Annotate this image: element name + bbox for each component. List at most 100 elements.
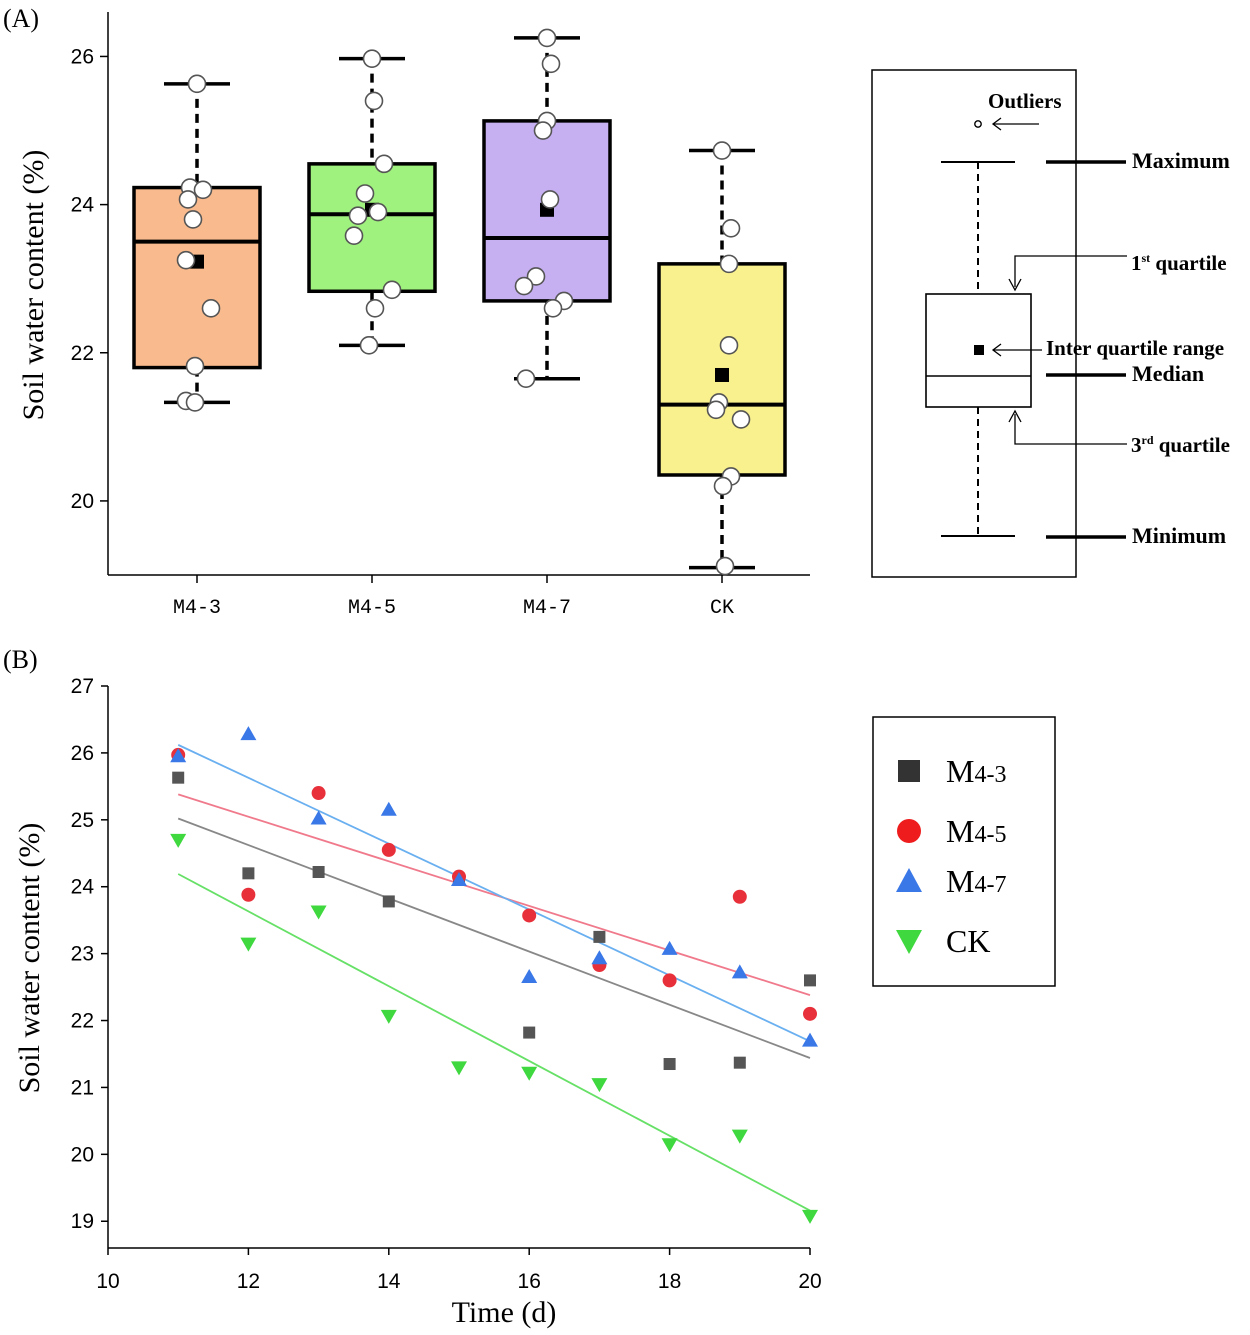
data-point <box>526 267 546 286</box>
legend-marker <box>897 819 921 843</box>
box-plot: 20 22 24 26 M4-3 M4-5 M4-7 CK Soil water conte… <box>17 12 810 620</box>
data-point <box>368 202 388 222</box>
legend-name: M <box>946 863 974 899</box>
box-M4-3 <box>132 74 262 412</box>
panel-a-label: (A) <box>3 4 39 33</box>
data-point <box>355 184 375 203</box>
data-point <box>359 336 379 355</box>
outlier-arrowhead <box>991 117 1002 131</box>
scatter-x-tick-label: 12 <box>237 1270 260 1293</box>
data-point <box>362 49 382 68</box>
iqr-box <box>307 162 437 294</box>
data-point <box>187 74 207 94</box>
minimum-label: Minimum <box>1132 523 1226 548</box>
scatter-y-tick-label: 23 <box>71 943 94 966</box>
data-point <box>715 556 735 576</box>
point-M4-7 <box>451 872 467 887</box>
legend-name: M <box>946 813 974 849</box>
point-M4-3 <box>593 930 606 943</box>
first-quartile-label: 1st quartile <box>1131 251 1227 275</box>
box-y-tick-label: 22 <box>71 342 94 365</box>
scatter-y-tick-label: 20 <box>71 1143 94 1166</box>
scatter-x-tick-label: 16 <box>518 1270 541 1293</box>
box-y-axis-label: Soil water content (%) <box>17 150 50 421</box>
box-x-tick-label: M4-7 <box>523 597 571 620</box>
third-quartile-label: 3rd quartile <box>1131 433 1230 457</box>
point-CK <box>802 1209 818 1224</box>
point-CK <box>591 1078 608 1093</box>
scatter-y-tick-label: 21 <box>71 1076 94 1099</box>
scatter-y-tick-label: 25 <box>71 809 94 832</box>
box-CK <box>657 141 787 576</box>
data-point <box>731 410 751 429</box>
point-M4-3 <box>312 865 325 878</box>
scatter-y-tick-label: 19 <box>71 1210 94 1233</box>
legend-label: M4-5 <box>946 813 1006 849</box>
point-M4-3 <box>523 1026 536 1039</box>
legend-subscript: 4-5 <box>974 822 1006 848</box>
box-M4-5 <box>307 49 437 355</box>
point-M4-5 <box>522 908 537 923</box>
point-M4-5 <box>732 889 747 904</box>
point-CK <box>310 905 327 920</box>
first-quartile-arrow <box>1014 255 1127 287</box>
legend-subscript: 4-3 <box>974 762 1006 788</box>
point-M4-3 <box>382 895 395 908</box>
point-M4-7 <box>170 748 187 763</box>
box-y-tick-label: 24 <box>71 194 95 217</box>
point-M4-3 <box>242 867 255 880</box>
outlier-marker <box>974 120 982 128</box>
data-point <box>183 210 203 229</box>
data-point <box>541 54 561 74</box>
data-point <box>537 28 557 48</box>
legend-label: M4-7 <box>946 863 1006 899</box>
legend-mean-marker <box>974 345 984 355</box>
scatter-x-axis-label: Time (d) <box>452 1296 557 1329</box>
data-point <box>533 121 553 140</box>
data-point <box>365 299 385 318</box>
point-CK <box>451 1061 467 1076</box>
point-M4-7 <box>521 969 538 984</box>
scatter-x-tick-label: 14 <box>377 1270 401 1293</box>
box-plot-legend: Outliers Maximum 1st quartile Inter quar… <box>871 69 1230 578</box>
data-point <box>178 190 198 209</box>
data-point <box>540 190 560 209</box>
data-point <box>344 226 364 246</box>
data-point <box>721 219 741 238</box>
point-M4-7 <box>310 810 327 825</box>
maximum-label: Maximum <box>1132 148 1230 173</box>
box-x-tick-label: M4-5 <box>348 597 396 620</box>
legend-frame <box>871 69 1077 578</box>
box-y-tick-label: 26 <box>71 45 94 68</box>
fit-line-M4-3 <box>177 817 811 1059</box>
legend-marker <box>896 868 922 892</box>
data-point <box>382 280 402 300</box>
box-x-tick-label: M4-3 <box>173 597 221 620</box>
scatter-y-tick-label: 27 <box>71 675 94 698</box>
legend-marker <box>896 930 922 954</box>
data-point <box>713 476 733 496</box>
scatter-legend: M4-3M4-5M4-7CK <box>872 716 1056 987</box>
point-M4-7 <box>731 964 748 979</box>
data-point <box>201 299 221 318</box>
panel-b-label: (B) <box>3 645 38 674</box>
legend-marker <box>898 760 920 782</box>
scatter-y-tick-label: 22 <box>71 1010 94 1033</box>
scatter-plot: 19 20 21 22 23 24 25 26 27 10 12 14 16 18 20 Soil wat… <box>13 675 822 1329</box>
legend-label: M4-3 <box>946 753 1006 789</box>
data-point <box>706 400 726 420</box>
iqr-arrowhead <box>991 343 1002 357</box>
data-point <box>176 250 196 270</box>
data-point <box>185 393 205 412</box>
point-CK <box>240 937 257 952</box>
scatter-y-tick-label: 24 <box>71 876 95 899</box>
point-CK <box>521 1066 538 1081</box>
data-point <box>193 180 213 200</box>
legend-label: CK <box>946 923 990 959</box>
point-M4-7 <box>591 950 608 965</box>
data-point <box>185 356 205 376</box>
box-x-tick-label: CK <box>710 597 734 620</box>
first-quartile-arrowhead <box>1008 278 1022 292</box>
scatter-x-tick-label: 18 <box>658 1270 681 1293</box>
